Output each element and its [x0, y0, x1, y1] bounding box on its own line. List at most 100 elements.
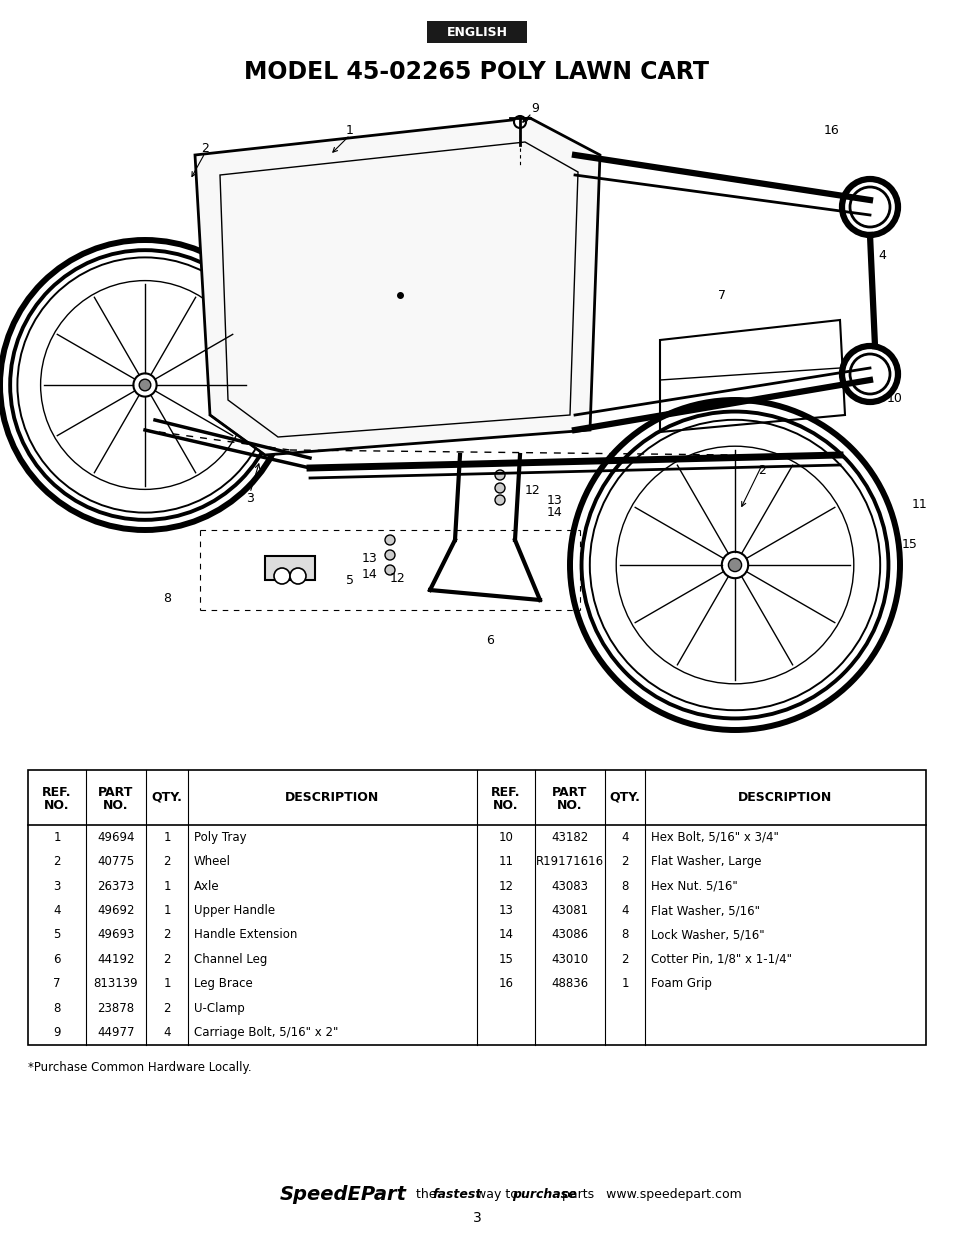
Text: 2: 2	[163, 953, 171, 966]
Text: Axle: Axle	[193, 879, 219, 893]
Text: 1: 1	[620, 977, 628, 990]
Text: Hex Bolt, 5/16" x 3/4": Hex Bolt, 5/16" x 3/4"	[650, 831, 778, 844]
Text: 9: 9	[53, 1026, 61, 1040]
Bar	[265, 556, 314, 580]
Text: 13: 13	[498, 904, 513, 918]
Text: 5: 5	[53, 929, 61, 941]
Text: *Purchase Common Hardware Locally.: *Purchase Common Hardware Locally.	[28, 1061, 252, 1074]
Text: Handle Extension: Handle Extension	[193, 929, 297, 941]
Text: 3: 3	[246, 492, 253, 505]
Text: 8: 8	[620, 929, 628, 941]
Text: REF.: REF.	[491, 785, 520, 799]
Text: REF.: REF.	[42, 785, 71, 799]
Circle shape	[385, 564, 395, 576]
Text: 43086: 43086	[551, 929, 588, 941]
Text: 1: 1	[163, 831, 171, 844]
Text: fastest: fastest	[432, 1188, 481, 1202]
Text: 2: 2	[758, 463, 765, 477]
Circle shape	[495, 495, 504, 505]
Text: 2: 2	[163, 929, 171, 941]
Text: 8: 8	[163, 592, 171, 604]
Circle shape	[495, 483, 504, 493]
Text: 1: 1	[163, 904, 171, 918]
Text: 15: 15	[498, 953, 513, 966]
Text: 2: 2	[53, 855, 61, 868]
Text: NO.: NO.	[493, 799, 518, 811]
Text: 4: 4	[877, 248, 885, 262]
Circle shape	[139, 379, 151, 390]
Text: 16: 16	[823, 124, 839, 137]
Text: Flat Washer, 5/16": Flat Washer, 5/16"	[650, 904, 760, 918]
Text: the: the	[412, 1188, 440, 1202]
Text: 10: 10	[886, 391, 902, 405]
Text: 3: 3	[472, 1212, 481, 1225]
Text: Lock Washer, 5/16": Lock Washer, 5/16"	[650, 929, 763, 941]
Circle shape	[728, 558, 740, 572]
Text: 11: 11	[911, 499, 927, 511]
Text: Wheel: Wheel	[193, 855, 231, 868]
Text: 43081: 43081	[551, 904, 588, 918]
Text: ENGLISH: ENGLISH	[446, 26, 507, 38]
Text: parts   www.speedepart.com: parts www.speedepart.com	[558, 1188, 741, 1202]
Text: SpeedEPart: SpeedEPart	[280, 1186, 407, 1204]
Text: 5: 5	[346, 573, 354, 587]
Text: 44192: 44192	[97, 953, 134, 966]
Text: 2: 2	[201, 142, 209, 154]
Text: 43083: 43083	[551, 879, 588, 893]
Text: 49693: 49693	[97, 929, 134, 941]
Text: QTY.: QTY.	[609, 790, 639, 804]
Text: Flat Washer, Large: Flat Washer, Large	[650, 855, 760, 868]
Text: 7: 7	[718, 289, 725, 301]
Text: 1: 1	[53, 831, 61, 844]
Text: 4: 4	[163, 1026, 171, 1040]
Text: 1: 1	[346, 124, 354, 137]
Text: Channel Leg: Channel Leg	[193, 953, 267, 966]
Text: NO.: NO.	[44, 799, 70, 811]
Text: Foam Grip: Foam Grip	[650, 977, 711, 990]
Text: 14: 14	[498, 929, 513, 941]
Text: 4: 4	[53, 904, 61, 918]
Text: 12: 12	[498, 879, 513, 893]
Text: PART: PART	[98, 785, 133, 799]
Text: 2: 2	[620, 855, 628, 868]
Text: 48836: 48836	[551, 977, 588, 990]
Circle shape	[721, 552, 747, 578]
Circle shape	[133, 373, 156, 396]
Text: Upper Handle: Upper Handle	[193, 904, 274, 918]
Text: NO.: NO.	[103, 799, 129, 811]
Text: 44977: 44977	[97, 1026, 134, 1040]
Text: 8: 8	[53, 1002, 61, 1015]
Circle shape	[514, 116, 525, 128]
Text: Leg Brace: Leg Brace	[193, 977, 253, 990]
Text: 13: 13	[547, 494, 562, 506]
Text: 2: 2	[620, 953, 628, 966]
Text: 8: 8	[620, 879, 628, 893]
Text: 40775: 40775	[97, 855, 134, 868]
Text: NO.: NO.	[557, 799, 582, 811]
Text: 4: 4	[620, 831, 628, 844]
Bar	[427, 21, 526, 43]
Text: 6: 6	[53, 953, 61, 966]
Bar	[28, 769, 925, 1045]
Text: 9: 9	[531, 101, 538, 115]
Text: 2: 2	[163, 1002, 171, 1015]
Text: DESCRIPTION: DESCRIPTION	[738, 790, 832, 804]
Text: 12: 12	[390, 572, 405, 584]
Text: R19171616: R19171616	[536, 855, 603, 868]
Text: 43010: 43010	[551, 953, 588, 966]
Polygon shape	[194, 119, 599, 454]
Text: 813139: 813139	[93, 977, 138, 990]
Text: 14: 14	[362, 568, 377, 582]
Circle shape	[495, 471, 504, 480]
Text: 4: 4	[620, 904, 628, 918]
Circle shape	[385, 535, 395, 545]
Text: 23878: 23878	[97, 1002, 134, 1015]
Text: U-Clamp: U-Clamp	[193, 1002, 245, 1015]
Text: 3: 3	[53, 879, 61, 893]
Text: 43182: 43182	[551, 831, 588, 844]
Text: 49692: 49692	[97, 904, 134, 918]
Circle shape	[274, 568, 290, 584]
Text: DESCRIPTION: DESCRIPTION	[285, 790, 379, 804]
Text: 13: 13	[362, 552, 377, 564]
Text: 49694: 49694	[97, 831, 134, 844]
